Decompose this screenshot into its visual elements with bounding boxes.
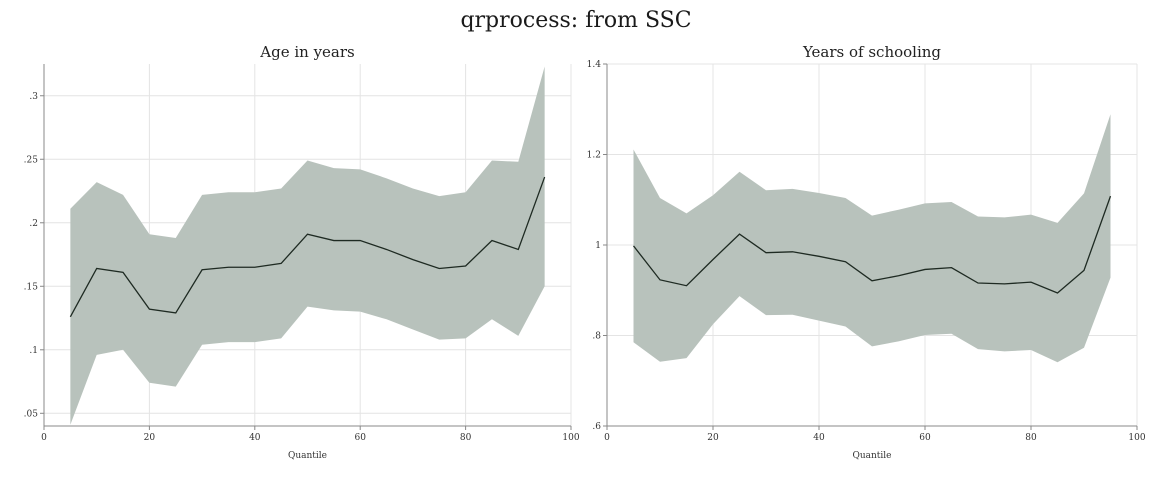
figure-title: qrprocess: from SSC (460, 8, 692, 33)
y-tick-label: .3 (29, 92, 38, 102)
x-tick-label: 80 (460, 433, 472, 443)
x-tick-label: 60 (354, 433, 366, 443)
confidence-band (633, 114, 1111, 363)
x-tick-label: 0 (604, 433, 610, 443)
y-tick-label: .1 (29, 346, 38, 356)
y-tick-label: .25 (24, 155, 39, 165)
chart-panel-2: 0 20 40 60 80 100 .6 .8 1 1.2 1.4 Years of schoolin… (587, 43, 1146, 461)
y-tick-label: .2 (29, 219, 38, 229)
y-tick-label: .05 (24, 409, 39, 419)
x-tick-label: 80 (1025, 433, 1037, 443)
x-tick-label: 0 (41, 433, 47, 443)
x-tick-label: 60 (919, 433, 931, 443)
panel-title: Years of schooling (802, 43, 941, 61)
series-line-1 (632, 195, 1112, 294)
y-tick-label: .8 (592, 332, 601, 342)
x-tick-label: 100 (1128, 433, 1145, 443)
panel-title: Age in years (259, 43, 354, 61)
x-tick-label: 20 (707, 433, 719, 443)
y-tick-label: .15 (24, 282, 39, 292)
x-tick-label: 40 (813, 433, 825, 443)
y-tick-label: 1.4 (587, 60, 602, 70)
chart-panel-1: 0 20 40 60 80 100 .05 .1 .15 .2 .25 .3 Age in years Q… (24, 43, 580, 461)
x-tick-label: 20 (144, 433, 156, 443)
series-line-1 (69, 176, 546, 318)
y-tick-label: .6 (592, 422, 601, 432)
y-tick-label: 1 (595, 241, 601, 251)
x-axis-label: Quantile (852, 451, 891, 461)
x-tick-label: 40 (249, 433, 261, 443)
y-tick-label: 1.2 (587, 151, 601, 161)
confidence-band (70, 66, 545, 425)
x-tick-label: 100 (562, 433, 579, 443)
x-axis-label: Quantile (288, 451, 327, 461)
